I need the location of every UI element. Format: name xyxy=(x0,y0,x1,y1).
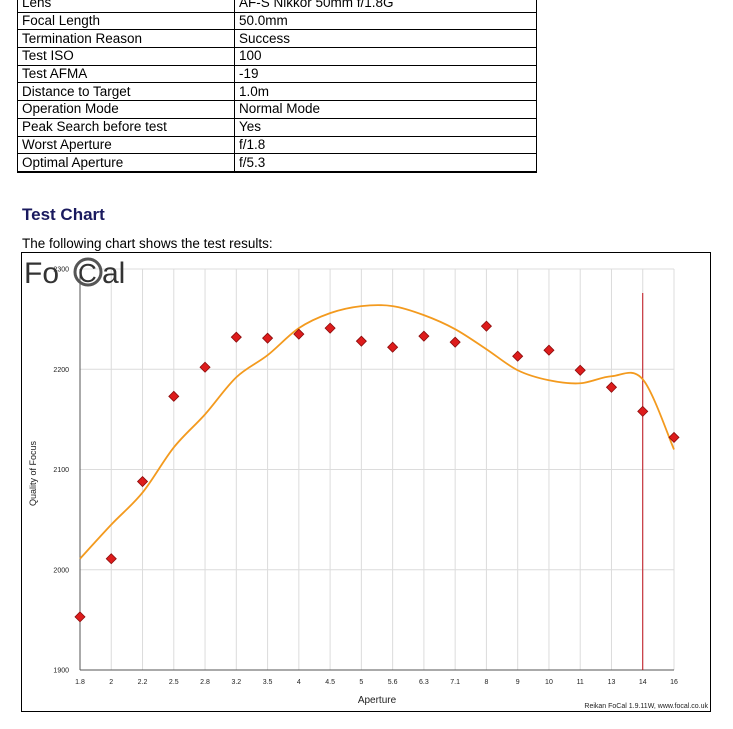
x-tick-label: 14 xyxy=(639,679,647,686)
x-tick-label: 4.5 xyxy=(325,679,335,686)
data-point-diamond xyxy=(293,328,305,340)
x-tick-label: 2.5 xyxy=(169,679,179,686)
data-point-diamond xyxy=(512,350,524,362)
x-tick-label: 2.8 xyxy=(200,679,210,686)
chart-footer: Reikan FoCal 1.9.11W, www.focal.co.uk xyxy=(584,703,708,710)
info-row: Peak Search before test Yes xyxy=(17,117,537,137)
y-tick-label: 2100 xyxy=(53,467,69,474)
x-tick-label: 1.8 xyxy=(75,679,85,686)
info-key: Test ISO xyxy=(17,47,235,66)
data-point-diamond xyxy=(262,332,274,344)
x-tick-label: 9 xyxy=(516,679,520,686)
data-point-diamond xyxy=(168,390,180,402)
info-key: Optimal Aperture xyxy=(17,153,235,173)
y-tick-label: 2300 xyxy=(53,267,69,274)
x-tick-label: 10 xyxy=(545,679,553,686)
data-point-diamond xyxy=(637,405,649,417)
data-point-diamond xyxy=(449,336,461,348)
data-point-diamond xyxy=(605,381,618,393)
info-value: 1.0m xyxy=(234,82,537,102)
data-point-diamond xyxy=(543,344,555,356)
info-row: Optimal Aperture f/5.3 xyxy=(17,153,537,173)
info-value: Yes xyxy=(234,117,537,137)
x-tick-label: 8 xyxy=(484,679,488,686)
info-value: Success xyxy=(234,29,537,49)
x-tick-label: 6.3 xyxy=(419,679,429,686)
info-row: Worst Aperture f/1.8 xyxy=(17,135,537,155)
info-key: Focal Length xyxy=(17,11,235,31)
data-point-diamond xyxy=(136,475,149,488)
focal-logo: Fo C al xyxy=(24,257,125,290)
info-key: Termination Reason xyxy=(17,29,235,49)
info-row: Distance to Target 1.0m xyxy=(17,82,537,102)
x-tick-label: 2.2 xyxy=(138,679,148,686)
test-chart: 1900 2000 2100 2200 2300 1.8 2 2.2 2.5 2.8 3.2 3.5 4… xyxy=(21,252,711,712)
data-point-diamond xyxy=(199,361,211,373)
info-row: Termination Reason Success xyxy=(17,29,537,49)
x-tick-label: 2 xyxy=(109,679,113,686)
logo-text-left: Fo xyxy=(24,257,59,290)
info-key: Test AFMA xyxy=(17,64,235,84)
fitted-curve-line xyxy=(79,304,675,560)
y-tick-label: 1900 xyxy=(53,668,69,675)
data-point-diamond xyxy=(387,341,399,353)
info-value: f/5.3 xyxy=(234,153,537,173)
x-tick-label: 5.6 xyxy=(388,679,398,686)
data-point-diamond xyxy=(324,322,336,334)
info-value: AF-S Nikkor 50mm f/1.8G xyxy=(234,0,537,13)
chart-svg: 1900 2000 2100 2200 2300 1.8 2 2.2 2.5 2.8 3.2 3.5 4… xyxy=(28,267,680,706)
info-value: 100 xyxy=(234,47,537,66)
logo-text-right: al xyxy=(102,257,125,290)
data-point-diamond xyxy=(418,330,430,342)
info-row: Focal Length 50.0mm xyxy=(17,11,537,31)
x-tick-label: 16 xyxy=(670,679,678,686)
info-row: Test ISO 100 xyxy=(17,47,537,66)
info-key: Operation Mode xyxy=(17,100,235,119)
info-key: Worst Aperture xyxy=(17,135,235,155)
data-point-diamond xyxy=(480,320,492,332)
info-row: Lens AF-S Nikkor 50mm f/1.8G xyxy=(17,0,537,13)
logo-ring-icon xyxy=(73,257,103,287)
x-tick-label: 13 xyxy=(608,679,616,686)
info-row: Test AFMA -19 xyxy=(17,64,537,84)
y-tick-label: 2200 xyxy=(53,367,69,374)
info-value: -19 xyxy=(234,64,537,84)
info-value: Normal Mode xyxy=(234,100,537,119)
y-tick-label: 2000 xyxy=(53,567,69,574)
info-value: 50.0mm xyxy=(234,11,537,31)
x-tick-label: 11 xyxy=(577,679,584,686)
x-tick-label: 4 xyxy=(297,679,301,686)
data-point-diamond xyxy=(230,331,242,343)
x-tick-label: 3.2 xyxy=(231,679,241,686)
data-point-diamond xyxy=(574,364,586,376)
info-key: Distance to Target xyxy=(17,82,235,102)
x-tick-label: 7.1 xyxy=(450,679,460,686)
lens-info-table: Lens AF-S Nikkor 50mm f/1.8G Focal Length 5… xyxy=(17,0,537,173)
info-key: Peak Search before test xyxy=(17,117,235,137)
data-point-diamond xyxy=(668,431,680,443)
x-axis-title: Aperture xyxy=(358,695,397,706)
data-point-diamond xyxy=(105,553,117,565)
section-description: The following chart shows the test resul… xyxy=(22,236,273,251)
section-title: Test Chart xyxy=(22,205,105,224)
data-point-diamond xyxy=(74,611,86,623)
x-tick-label: 3.5 xyxy=(263,679,273,686)
y-axis-title: Quality of Focus xyxy=(28,440,38,506)
x-tick-label: 5 xyxy=(359,679,363,686)
data-point-diamond xyxy=(355,335,367,347)
info-row: Operation Mode Normal Mode xyxy=(17,100,537,119)
info-key: Lens xyxy=(17,0,235,13)
logo-ring-letter: C xyxy=(78,258,97,288)
info-value: f/1.8 xyxy=(234,135,537,155)
